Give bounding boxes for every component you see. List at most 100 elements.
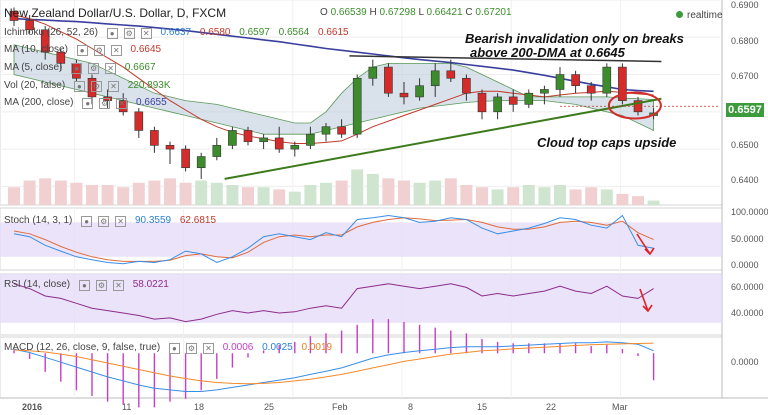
close-icon[interactable]: ✕ bbox=[107, 81, 119, 92]
settings-icon[interactable]: ⚙ bbox=[88, 63, 100, 74]
volume-bar bbox=[429, 180, 442, 205]
trendline-support bbox=[224, 97, 662, 180]
close-icon[interactable]: ✕ bbox=[140, 28, 152, 39]
annotation-bearish-1: Bearish invalidation only on breaks bbox=[465, 31, 684, 46]
eye-icon[interactable]: ● bbox=[71, 63, 83, 74]
volume-bar bbox=[382, 178, 395, 205]
volume-bar bbox=[585, 187, 598, 205]
macd-signal-line bbox=[13, 342, 654, 385]
volume-bar bbox=[569, 189, 582, 205]
ichimoku-value-3: 0.6597 bbox=[239, 27, 270, 38]
ichimoku-value-2: 0.6580 bbox=[199, 27, 231, 38]
candle-body bbox=[274, 137, 284, 150]
eye-icon[interactable]: ● bbox=[106, 28, 118, 39]
legend-vol[interactable]: Vol (20, false) ● ⚙ ✕ 220.893K bbox=[4, 80, 171, 92]
ma10-label: MA (10, close) bbox=[4, 44, 68, 55]
volume-bar bbox=[398, 180, 410, 205]
stoch-d-value: 62.6815 bbox=[179, 215, 217, 226]
ohlc-high-value: 0.67298 bbox=[379, 7, 416, 18]
volume-bar bbox=[242, 187, 254, 205]
settings-icon[interactable]: ⚙ bbox=[99, 98, 111, 109]
ichimoku-label: Ichimoku (26, 52, 26) bbox=[4, 27, 98, 38]
highlight-circle bbox=[607, 91, 662, 120]
ohlc-low-label: L bbox=[418, 7, 424, 18]
time-axis-label: 11 bbox=[122, 402, 132, 412]
volume-bar bbox=[413, 182, 426, 205]
legend-rsi[interactable]: RSI (14, close) ● ⚙ ✕ 58.0221 bbox=[4, 279, 169, 291]
candle-body bbox=[618, 66, 627, 101]
volume-bar bbox=[491, 189, 504, 205]
macd-line bbox=[13, 341, 654, 392]
legend-macd[interactable]: MACD (12, 26, close, 9, false, true) ● ⚙ ✕… bbox=[4, 342, 332, 354]
close-icon[interactable]: ✕ bbox=[115, 216, 127, 227]
ohlc-readout: O 0.66539 H 0.67298 L 0.66421 C 0.67201 bbox=[320, 7, 512, 18]
candle-body bbox=[524, 92, 534, 105]
rsi-axis-label: 40.0000 bbox=[731, 308, 764, 318]
eye-icon[interactable]: ● bbox=[81, 216, 93, 227]
ma200-line bbox=[13, 17, 654, 93]
price-axis-label: 0.6500 bbox=[731, 140, 759, 150]
legend-stoch[interactable]: Stoch (14, 3, 1) ● ⚙ ✕ 90.3559 62.6815 bbox=[4, 215, 216, 227]
candle-body bbox=[259, 137, 268, 142]
eye-icon[interactable]: ● bbox=[76, 45, 88, 56]
candle-body bbox=[430, 70, 440, 87]
legend-ma10[interactable]: MA (10, close) ● ⚙ ✕ 0.6645 bbox=[4, 44, 161, 56]
stoch-arrow bbox=[636, 233, 651, 255]
volume-bar bbox=[554, 185, 566, 205]
macd-value: 0.0025 bbox=[262, 342, 293, 353]
ma10-line bbox=[13, 14, 654, 144]
candle-body bbox=[196, 156, 206, 169]
candle-body bbox=[586, 85, 596, 94]
legend-ma5[interactable]: MA (5, close) ● ⚙ ✕ 0.6667 bbox=[4, 62, 156, 74]
close-icon[interactable]: ✕ bbox=[202, 343, 214, 354]
time-axis-label: 22 bbox=[546, 402, 557, 412]
stoch-axis-label: 0.0000 bbox=[731, 260, 759, 270]
ohlc-close-label: C bbox=[465, 7, 473, 18]
settings-icon[interactable]: ⚙ bbox=[185, 343, 197, 354]
stoch-arrow-head bbox=[644, 247, 655, 256]
time-axis-label: 8 bbox=[408, 402, 414, 412]
volume-bar bbox=[273, 189, 286, 205]
candle-body bbox=[228, 130, 237, 146]
settings-icon[interactable]: ⚙ bbox=[95, 280, 107, 291]
close-icon[interactable]: ✕ bbox=[116, 98, 128, 109]
volume-bar bbox=[23, 180, 36, 205]
candle-body bbox=[352, 77, 362, 135]
eye-icon[interactable]: ● bbox=[78, 280, 90, 291]
ohlc-low-value: 0.66421 bbox=[426, 7, 463, 18]
volume-bar bbox=[444, 178, 457, 205]
volume-bar bbox=[226, 185, 239, 205]
rsi-value: 58.0221 bbox=[132, 279, 169, 290]
volume-bar bbox=[616, 193, 629, 205]
macd-axis-label: 0.0000 bbox=[731, 357, 759, 367]
candle-body bbox=[87, 77, 97, 98]
realtime-indicator[interactable]: realtime bbox=[676, 10, 723, 21]
volume-bar bbox=[335, 180, 348, 205]
volume-bar bbox=[195, 180, 208, 205]
trendline-resistance bbox=[349, 55, 662, 63]
settings-icon[interactable]: ⚙ bbox=[123, 28, 135, 39]
settings-icon[interactable]: ⚙ bbox=[93, 45, 105, 56]
time-axis-label: 18 bbox=[194, 402, 205, 412]
realtime-dot-icon bbox=[676, 11, 683, 18]
settings-icon[interactable]: ⚙ bbox=[98, 216, 110, 227]
eye-icon[interactable]: ● bbox=[168, 343, 180, 354]
time-axis-label: Feb bbox=[332, 402, 348, 412]
legend-ma200[interactable]: MA (200, close) ● ⚙ ✕ 0.6655 bbox=[4, 97, 167, 109]
ohlc-open-label: O bbox=[320, 7, 328, 18]
legend-ichimoku[interactable]: Ichimoku (26, 52, 26) ● ⚙ ✕ 0.6637 0.6580 … bbox=[4, 27, 349, 39]
volume-bar bbox=[304, 185, 317, 205]
vol-value: 220.893K bbox=[127, 80, 171, 91]
close-icon[interactable]: ✕ bbox=[112, 280, 124, 291]
symbol-title[interactable]: New Zealand Dollar/U.S. Dollar, D, FXCM bbox=[4, 6, 227, 20]
eye-icon[interactable]: ● bbox=[73, 81, 85, 92]
volume-bar bbox=[600, 189, 613, 205]
close-icon[interactable]: ✕ bbox=[105, 63, 117, 74]
settings-icon[interactable]: ⚙ bbox=[90, 81, 102, 92]
volume-bar bbox=[164, 178, 176, 205]
rsi-line bbox=[13, 283, 654, 323]
candle-body bbox=[571, 74, 580, 87]
close-icon[interactable]: ✕ bbox=[110, 45, 122, 56]
ichimoku-value-4: 0.6564 bbox=[278, 27, 310, 38]
eye-icon[interactable]: ● bbox=[82, 98, 94, 109]
